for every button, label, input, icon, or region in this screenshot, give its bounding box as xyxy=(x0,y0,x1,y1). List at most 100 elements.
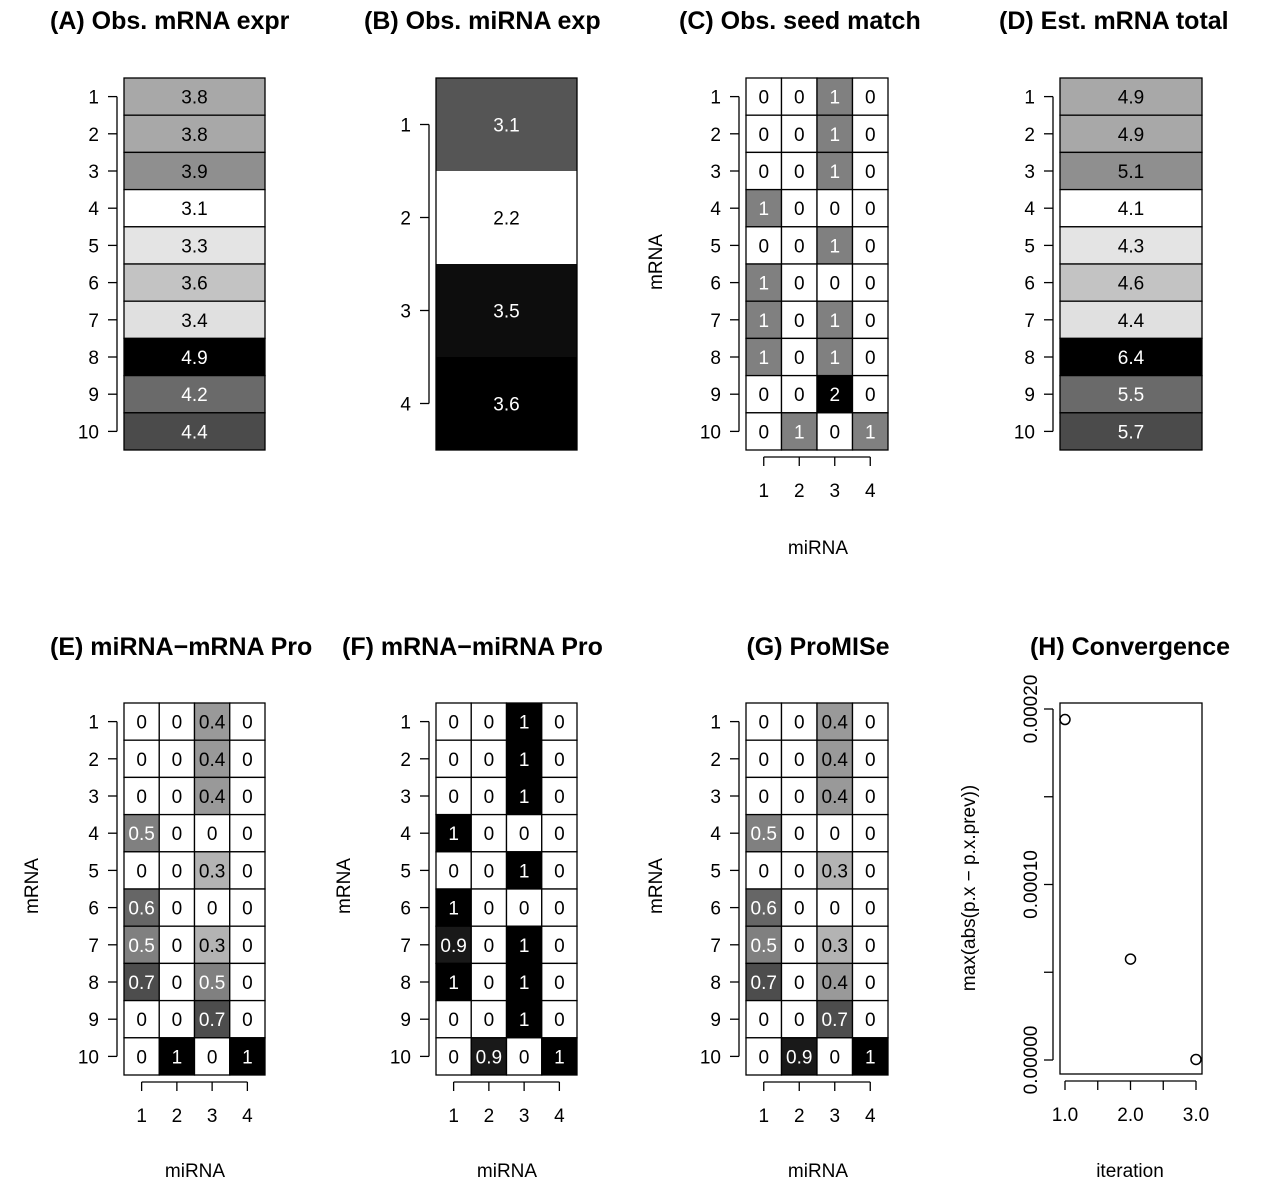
heatmap-cell-label: 0 xyxy=(448,713,459,734)
heatmap-cell-a-1-1 xyxy=(123,77,266,116)
row-tick-label: 2 xyxy=(710,750,721,771)
heatmap-cell-label: 0 xyxy=(172,899,183,920)
heatmap-cell-label: 0 xyxy=(865,311,876,332)
heatmap-cell-label: 0 xyxy=(865,125,876,146)
panel-f-ylabel: mRNA xyxy=(334,858,355,914)
heatmap-cell-label: 0 xyxy=(172,750,183,771)
heatmap-cell-e-2-1 xyxy=(123,739,160,779)
heatmap-cell-label: 2.2 xyxy=(493,209,519,230)
heatmap-cell-f-10-1 xyxy=(435,1037,472,1076)
row-tick-label: 3 xyxy=(400,787,411,808)
panel-b-border xyxy=(435,77,578,451)
heatmap-cell-label: 0 xyxy=(172,936,183,957)
heatmap-cell-label: 0.3 xyxy=(822,861,848,882)
heatmap-cell-label: 0.5 xyxy=(751,936,777,957)
panel-b-title: (B) Obs. miRNA exp xyxy=(364,7,601,35)
heatmap-cell-label: 0 xyxy=(554,713,565,734)
panel-g-heatmap: 0 0 0.4 0 0 0 0.4 0 0 0 0.4 0 0.5 0 0 0 0 0 0.3 0 0.6 0 0 0 0.5 0… xyxy=(745,702,889,1076)
heatmap-cell-g-1-2 xyxy=(780,702,818,741)
heatmap-cell-f-5-1 xyxy=(435,851,472,890)
panel-e-row-axis: 1 2 3 4 5 6 7 8 9 10 xyxy=(78,713,118,1068)
heatmap-cell-label: 1 xyxy=(829,125,840,146)
heatmap-cell-label: 6.4 xyxy=(1118,348,1145,369)
heatmap-cell-label: 0 xyxy=(758,422,769,443)
heatmap-cell-label: 0.3 xyxy=(822,936,848,957)
heatmap-cell-label: 0.4 xyxy=(199,713,226,734)
heatmap-cell-a-6-1 xyxy=(123,263,266,302)
row-tick-label: 8 xyxy=(88,348,99,369)
heatmap-cell-label: 0 xyxy=(865,861,876,882)
heatmap-cell-label: 3.3 xyxy=(181,236,207,257)
heatmap-cell-c-6-3 xyxy=(816,263,854,302)
heatmap-cell-f-3-2 xyxy=(470,776,508,816)
heatmap-cell-c-5-3 xyxy=(816,226,854,265)
heatmap-cell-label: 0.5 xyxy=(199,973,225,994)
heatmap-cell-g-5-3 xyxy=(816,851,854,890)
col-tick-label: 1 xyxy=(448,1106,459,1127)
row-tick-label: 2 xyxy=(1024,125,1035,146)
heatmap-cell-label: 0 xyxy=(207,899,218,920)
heatmap-cell-label: 0 xyxy=(794,750,805,771)
heatmap-cell-label: 1 xyxy=(519,713,530,734)
heatmap-cell-label: 0 xyxy=(794,236,805,257)
heatmap-cell-c-10-2 xyxy=(780,412,818,451)
heatmap-cell-e-10-4 xyxy=(229,1037,266,1076)
heatmap-cell-a-8-1 xyxy=(123,337,266,377)
heatmap-cell-label: 0 xyxy=(758,1047,769,1068)
panel-c-col-axis: 1 2 3 4 xyxy=(758,456,876,502)
heatmap-cell-label: 0 xyxy=(554,973,565,994)
heatmap-cell-label: 0.9 xyxy=(786,1047,812,1068)
heatmap-cell-label: 0 xyxy=(865,348,876,369)
heatmap-cell-c-6-1 xyxy=(745,263,783,302)
heatmap-cell-label: 3.6 xyxy=(181,274,207,295)
heatmap-cell-label: 0 xyxy=(136,861,147,882)
heatmap-cell-g-5-1 xyxy=(745,851,783,890)
heatmap-cell-b-3-1 xyxy=(436,264,577,357)
row-tick-label: 6 xyxy=(710,274,721,295)
row-tick-label: 3 xyxy=(710,787,721,808)
heatmap-cell-b-4-1 xyxy=(436,357,577,450)
panel-b: (B) Obs. miRNA exp 3.1 2.2 3.5 3.6 1 2 3 4 xyxy=(364,7,601,451)
panel-h-y-axis: 0.00000 0.00010 0.00020 xyxy=(1021,675,1054,1094)
heatmap-cell-c-7-4 xyxy=(851,300,889,340)
row-tick-label: 8 xyxy=(710,348,721,369)
row-tick-label: 2 xyxy=(710,125,721,146)
row-tick-label: 8 xyxy=(710,973,721,994)
heatmap-cell-label: 0 xyxy=(829,274,840,295)
heatmap-cell-label: 0 xyxy=(136,750,147,771)
heatmap-cell-label: 5.5 xyxy=(1118,385,1144,406)
heatmap-cell-g-6-2 xyxy=(780,888,818,927)
heatmap-cell-label: 0.5 xyxy=(128,936,154,957)
heatmap-cell-g-5-4 xyxy=(851,851,889,890)
row-tick-label: 5 xyxy=(710,236,721,257)
heatmap-cell-label: 3.6 xyxy=(493,395,519,416)
heatmap-cell-label: 0 xyxy=(484,713,495,734)
heatmap-cell-a-10-1 xyxy=(123,412,266,451)
heatmap-cell-c-2-2 xyxy=(780,114,818,154)
heatmap-cell-d-7-1 xyxy=(1059,300,1203,340)
heatmap-cell-label: 4.3 xyxy=(1118,236,1144,257)
heatmap-cell-label: 0 xyxy=(865,750,876,771)
heatmap-cell-label: 0.4 xyxy=(822,787,849,808)
heatmap-cell-e-2-4 xyxy=(229,739,266,779)
heatmap-cell-label: 0 xyxy=(136,713,147,734)
heatmap-cell-label: 0 xyxy=(794,713,805,734)
heatmap-cell-label: 0 xyxy=(794,973,805,994)
heatmap-cell-label: 0.9 xyxy=(476,1047,502,1068)
heatmap-cell-c-6-4 xyxy=(851,263,889,302)
heatmap-cell-label: 0 xyxy=(136,1047,147,1068)
panel-h-x-axis: 1.0 2.0 3.0 xyxy=(1052,1080,1209,1126)
heatmap-cell-g-3-2 xyxy=(780,776,818,816)
heatmap-cell-e-8-2 xyxy=(158,962,196,1002)
heatmap-cell-g-4-1 xyxy=(745,813,783,853)
heatmap-cell-label: 0.5 xyxy=(751,824,777,845)
row-tick-label: 6 xyxy=(88,274,99,295)
heatmap-cell-label: 3.4 xyxy=(181,311,208,332)
heatmap-cell-f-2-2 xyxy=(470,739,508,779)
heatmap-cell-label: 1 xyxy=(448,824,459,845)
heatmap-cell-label: 0 xyxy=(758,1010,769,1031)
heatmap-cell-label: 1 xyxy=(554,1047,565,1068)
heatmap-cell-label: 4.4 xyxy=(181,422,208,443)
row-tick-label: 4 xyxy=(88,824,99,845)
